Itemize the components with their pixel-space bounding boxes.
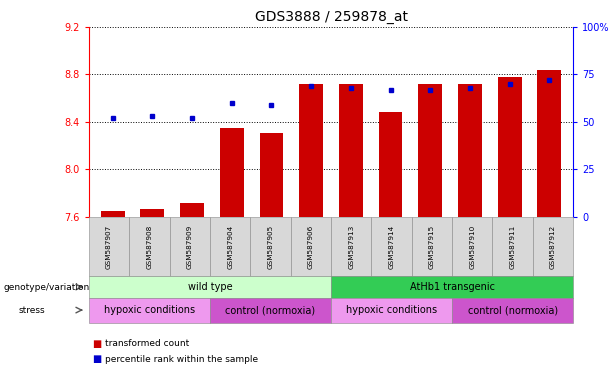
Text: ■: ■: [92, 339, 101, 349]
Text: transformed count: transformed count: [105, 339, 189, 348]
Bar: [259, 132, 283, 217]
Text: GSM587907: GSM587907: [106, 225, 112, 269]
Text: GSM587913: GSM587913: [348, 225, 354, 269]
Text: GSM587909: GSM587909: [187, 225, 192, 269]
Text: wild type: wild type: [188, 282, 232, 292]
Text: control (normoxia): control (normoxia): [468, 305, 558, 315]
Text: GSM587911: GSM587911: [509, 225, 516, 269]
Text: hypoxic conditions: hypoxic conditions: [346, 305, 437, 315]
Text: genotype/variation: genotype/variation: [3, 283, 89, 291]
Bar: [418, 84, 442, 217]
Text: GSM587905: GSM587905: [267, 225, 273, 269]
Text: control (normoxia): control (normoxia): [226, 305, 316, 315]
Bar: [220, 128, 244, 217]
Text: percentile rank within the sample: percentile rank within the sample: [105, 354, 259, 364]
Bar: [538, 70, 562, 217]
Bar: [180, 203, 204, 217]
Bar: [498, 77, 522, 217]
Bar: [299, 84, 323, 217]
Bar: [379, 113, 403, 217]
Text: GSM587904: GSM587904: [227, 225, 233, 269]
Bar: [339, 84, 363, 217]
Text: GSM587906: GSM587906: [308, 225, 314, 269]
Text: GSM587910: GSM587910: [470, 225, 475, 269]
Bar: [101, 211, 124, 217]
Text: GSM587914: GSM587914: [389, 225, 395, 269]
Title: GDS3888 / 259878_at: GDS3888 / 259878_at: [254, 10, 408, 25]
Text: GSM587912: GSM587912: [550, 225, 556, 269]
Text: GSM587908: GSM587908: [147, 225, 153, 269]
Text: GSM587915: GSM587915: [429, 225, 435, 269]
Text: stress: stress: [18, 306, 45, 314]
Text: AtHb1 transgenic: AtHb1 transgenic: [409, 282, 495, 292]
Bar: [140, 209, 164, 217]
Text: hypoxic conditions: hypoxic conditions: [104, 305, 195, 315]
Text: ■: ■: [92, 354, 101, 364]
Bar: [458, 84, 482, 217]
